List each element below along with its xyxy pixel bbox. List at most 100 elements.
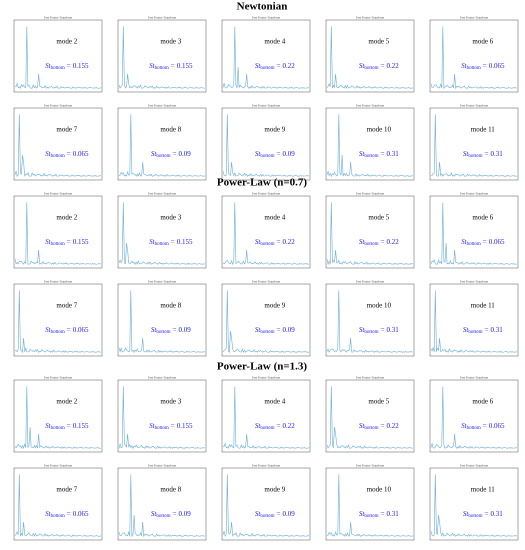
- strouhal-label: Stbottom = 0.065: [461, 238, 505, 248]
- st-subscript: bottom: [260, 242, 274, 247]
- st-equals: =: [277, 326, 281, 334]
- plot-title: Fast Fourier Transform: [44, 16, 73, 20]
- fft-panel: Fast Fourier Transform mode 3 Stbottom = 0.1…: [117, 16, 207, 93]
- mode-label: mode 7: [56, 126, 77, 134]
- st-equals: =: [277, 422, 281, 430]
- fft-panel: Fast Fourier Transform mode 8 Stbottom = 0.0…: [117, 464, 207, 541]
- st-symbol: St: [45, 238, 52, 246]
- st-value: 0.09: [282, 510, 295, 518]
- strouhal-label: Stbottom = 0.22: [255, 422, 295, 432]
- st-symbol: St: [255, 238, 262, 246]
- fft-panel: Fast Fourier Transform mode 8 Stbottom = 0.0…: [117, 280, 207, 357]
- st-value: 0.09: [178, 150, 191, 158]
- fft-panel: Fast Fourier Transform mode 9 Stbottom = 0.0…: [221, 104, 311, 181]
- st-subscript: bottom: [260, 154, 274, 159]
- spectrum: [430, 26, 518, 90]
- st-value: 0.09: [282, 150, 295, 158]
- st-equals: =: [67, 62, 71, 70]
- st-subscript: bottom: [260, 426, 274, 431]
- st-equals: =: [381, 150, 385, 158]
- plot-area: [117, 379, 207, 453]
- fft-panel: Fast Fourier Transform mode 2 Stbottom = 0.1…: [13, 192, 103, 269]
- st-symbol: St: [461, 238, 468, 246]
- st-equals: =: [483, 62, 487, 70]
- strouhal-label: Stbottom = 0.22: [255, 62, 295, 72]
- fft-panel: Fast Fourier Transform mode 9 Stbottom = 0.0…: [221, 280, 311, 357]
- plot-area: [325, 19, 415, 93]
- st-value: 0.155: [73, 62, 89, 70]
- plot-area: [13, 195, 103, 269]
- strouhal-label: Stbottom = 0.31: [463, 150, 503, 160]
- plot-title: Fast Fourier Transform: [460, 192, 489, 196]
- st-equals: =: [277, 238, 281, 246]
- plot-area: [117, 195, 207, 269]
- spectrum: [118, 114, 206, 177]
- plot-title: Fast Fourier Transform: [252, 192, 281, 196]
- mode-label: mode 9: [264, 126, 285, 134]
- st-subscript: bottom: [364, 66, 378, 71]
- st-equals: =: [381, 326, 385, 334]
- spectrum: [14, 202, 102, 265]
- plot-title: Fast Fourier Transform: [148, 104, 177, 108]
- st-equals: =: [171, 422, 175, 430]
- st-equals: =: [381, 62, 385, 70]
- plot-title: Fast Fourier Transform: [356, 376, 385, 380]
- st-subscript: bottom: [155, 242, 169, 247]
- st-value: 0.065: [489, 238, 505, 246]
- st-value: 0.065: [489, 62, 505, 70]
- st-subscript: bottom: [364, 242, 378, 247]
- strouhal-label: Stbottom = 0.09: [255, 150, 295, 160]
- strouhal-label: Stbottom = 0.065: [45, 150, 89, 160]
- st-value: 0.065: [489, 422, 505, 430]
- fft-panel: Fast Fourier Transform mode 3 Stbottom = 0.1…: [117, 376, 207, 453]
- st-equals: =: [277, 62, 281, 70]
- st-equals: =: [381, 238, 385, 246]
- strouhal-label: Stbottom = 0.065: [461, 422, 505, 432]
- mode-label: mode 5: [368, 398, 389, 406]
- plot-area: [325, 379, 415, 453]
- mode-label: mode 3: [160, 398, 181, 406]
- st-symbol: St: [151, 150, 158, 158]
- spectrum: [118, 290, 206, 353]
- st-symbol: St: [359, 238, 366, 246]
- plot-area: [325, 467, 415, 541]
- st-equals: =: [277, 510, 281, 518]
- plot-area: [429, 19, 519, 93]
- st-symbol: St: [149, 238, 156, 246]
- spectrum: [14, 474, 102, 537]
- fft-panel: Fast Fourier Transform mode 5 Stbottom = 0.2…: [325, 16, 415, 93]
- mode-label: mode 11: [471, 126, 496, 134]
- mode-label: mode 4: [264, 38, 285, 46]
- plot-title: Fast Fourier Transform: [460, 16, 489, 20]
- st-symbol: St: [149, 422, 156, 430]
- st-subscript: bottom: [155, 426, 169, 431]
- plot-title: Fast Fourier Transform: [148, 376, 177, 380]
- mode-label: mode 9: [264, 302, 285, 310]
- fft-panel: Fast Fourier Transform mode 8 Stbottom = 0.0…: [117, 104, 207, 181]
- spectrum: [222, 114, 310, 177]
- st-subscript: bottom: [468, 514, 482, 519]
- spectrum: [118, 202, 206, 265]
- plot-area: [13, 283, 103, 357]
- fft-panel: Fast Fourier Transform mode 4 Stbottom = 0.2…: [221, 16, 311, 93]
- plot-area: [117, 107, 207, 181]
- plot-area: [429, 195, 519, 269]
- fft-panel: Fast Fourier Transform mode 5 Stbottom = 0.2…: [325, 192, 415, 269]
- st-subscript: bottom: [364, 514, 378, 519]
- mode-label: mode 5: [368, 38, 389, 46]
- fft-panel: Fast Fourier Transform mode 10 Stbottom = 0.…: [325, 280, 415, 357]
- spectrum: [326, 26, 414, 89]
- strouhal-label: Stbottom = 0.09: [255, 326, 295, 336]
- st-subscript: bottom: [156, 514, 170, 519]
- spectrum: [14, 26, 102, 89]
- st-equals: =: [483, 238, 487, 246]
- plot-title: Fast Fourier Transform: [460, 376, 489, 380]
- st-subscript: bottom: [468, 154, 482, 159]
- mode-label: mode 7: [56, 302, 77, 310]
- st-equals: =: [67, 510, 71, 518]
- st-value: 0.31: [386, 150, 399, 158]
- fft-panel: Fast Fourier Transform mode 4 Stbottom = 0.2…: [221, 192, 311, 269]
- st-equals: =: [67, 422, 71, 430]
- st-equals: =: [67, 238, 71, 246]
- spectrum: [222, 386, 310, 449]
